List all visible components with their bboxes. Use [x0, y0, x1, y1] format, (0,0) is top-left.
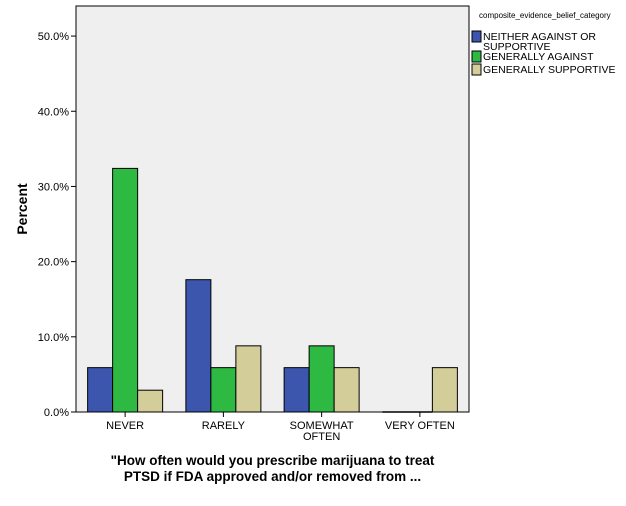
bar [210, 367, 237, 413]
bar [283, 367, 310, 413]
bar [431, 367, 458, 413]
bar [333, 367, 360, 413]
x-axis-title: PTSD if FDA approved and/or removed from… [124, 469, 421, 484]
legend-swatch [471, 63, 482, 76]
y-axis-title: Percent [14, 183, 30, 235]
bar [87, 367, 114, 413]
x-tick-label: OFTEN [303, 431, 340, 443]
legend-label: NEITHER AGAINST OR [483, 31, 596, 43]
legend-swatch [471, 30, 482, 43]
legend-title: composite_evidence_belief_category [479, 11, 611, 20]
legend-label: SUPPORTIVE [483, 41, 551, 53]
legend-label: GENERALLY AGAINST [483, 51, 594, 63]
y-tick-label: 40.0% [38, 106, 69, 118]
x-tick-label: SOMEWHAT [290, 420, 354, 432]
bar [235, 345, 262, 413]
bar [112, 167, 139, 413]
x-tick-label: VERY OFTEN [385, 420, 455, 432]
bar [137, 389, 164, 413]
y-tick-label: 0.0% [44, 407, 69, 419]
legend-swatch [471, 50, 482, 63]
plot-area [75, 5, 470, 413]
x-axis-title: "How often would you prescribe marijuana… [111, 453, 435, 468]
y-tick-label: 30.0% [38, 181, 69, 193]
x-tick-label: RARELY [202, 420, 246, 432]
bar [308, 345, 335, 413]
legend-label: GENERALLY SUPPORTIVE [483, 64, 615, 76]
y-tick-label: 10.0% [38, 332, 69, 344]
x-tick-label: NEVER [106, 420, 144, 432]
y-tick-label: 20.0% [38, 257, 69, 269]
bar [185, 279, 212, 413]
y-tick-label: 50.0% [38, 31, 69, 43]
